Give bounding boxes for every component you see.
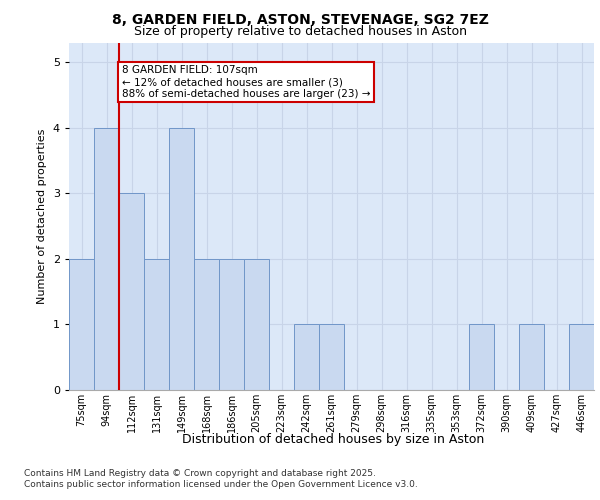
Y-axis label: Number of detached properties: Number of detached properties bbox=[37, 128, 47, 304]
Bar bbox=[69, 259, 94, 390]
Text: Contains public sector information licensed under the Open Government Licence v3: Contains public sector information licen… bbox=[24, 480, 418, 489]
Bar bbox=[569, 324, 594, 390]
Bar bbox=[144, 259, 169, 390]
Bar bbox=[244, 259, 269, 390]
Bar bbox=[319, 324, 344, 390]
Text: Contains HM Land Registry data © Crown copyright and database right 2025.: Contains HM Land Registry data © Crown c… bbox=[24, 468, 376, 477]
Text: 8, GARDEN FIELD, ASTON, STEVENAGE, SG2 7EZ: 8, GARDEN FIELD, ASTON, STEVENAGE, SG2 7… bbox=[112, 12, 488, 26]
Text: 8 GARDEN FIELD: 107sqm
← 12% of detached houses are smaller (3)
88% of semi-deta: 8 GARDEN FIELD: 107sqm ← 12% of detached… bbox=[122, 66, 371, 98]
Bar bbox=[219, 259, 244, 390]
Bar bbox=[119, 194, 144, 390]
Bar bbox=[519, 324, 544, 390]
Text: Distribution of detached houses by size in Aston: Distribution of detached houses by size … bbox=[182, 432, 484, 446]
Bar bbox=[169, 128, 194, 390]
Bar bbox=[194, 259, 219, 390]
Bar bbox=[469, 324, 494, 390]
Text: Size of property relative to detached houses in Aston: Size of property relative to detached ho… bbox=[133, 25, 467, 38]
Bar bbox=[294, 324, 319, 390]
Bar bbox=[94, 128, 119, 390]
